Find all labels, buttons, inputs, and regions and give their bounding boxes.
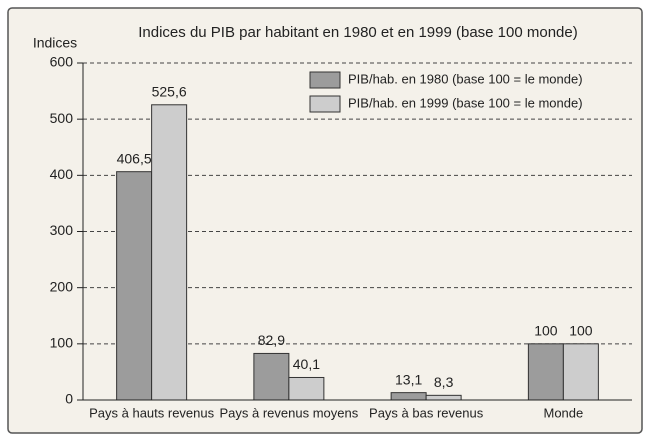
- value-label: 82,9: [258, 332, 285, 348]
- legend-swatch: [309, 71, 341, 89]
- y-axis-label: Indices: [33, 35, 77, 51]
- legend-swatch: [309, 95, 341, 113]
- bar: [527, 343, 564, 401]
- value-label: 13,1: [395, 371, 422, 387]
- y-tick-label: 100: [50, 335, 74, 351]
- y-tick-label: 600: [50, 54, 74, 70]
- y-tick-label: 300: [50, 222, 74, 238]
- bar: [390, 392, 427, 401]
- x-tick-label: Pays à bas revenus: [369, 405, 484, 420]
- x-tick-label: Monde: [544, 405, 584, 420]
- y-tick-label: 400: [50, 166, 74, 182]
- value-label: 100: [569, 323, 593, 339]
- legend-label: PIB/hab. en 1980 (base 100 = le monde): [348, 71, 583, 86]
- y-tick-label: 500: [50, 110, 74, 126]
- y-tick-label: 200: [50, 278, 74, 294]
- value-label: 8,3: [434, 374, 454, 390]
- chart-title: Indices du PIB par habitant en 1980 et e…: [138, 24, 577, 41]
- x-tick-label: Pays à revenus moyens: [220, 405, 359, 420]
- bar: [253, 352, 290, 401]
- y-tick-label: 0: [65, 391, 73, 407]
- bar: [116, 171, 153, 401]
- bar: [562, 343, 599, 401]
- legend-box: [300, 66, 620, 118]
- legend-label: PIB/hab. en 1999 (base 100 = le monde): [348, 95, 583, 110]
- bar: [288, 376, 325, 401]
- bar: [151, 104, 188, 401]
- value-label: 100: [534, 323, 558, 339]
- x-tick-label: Pays à hauts revenus: [89, 405, 215, 420]
- value-label: 40,1: [293, 356, 320, 372]
- value-label: 525,6: [152, 83, 187, 99]
- bar: [425, 394, 462, 401]
- value-label: 406,5: [117, 150, 152, 166]
